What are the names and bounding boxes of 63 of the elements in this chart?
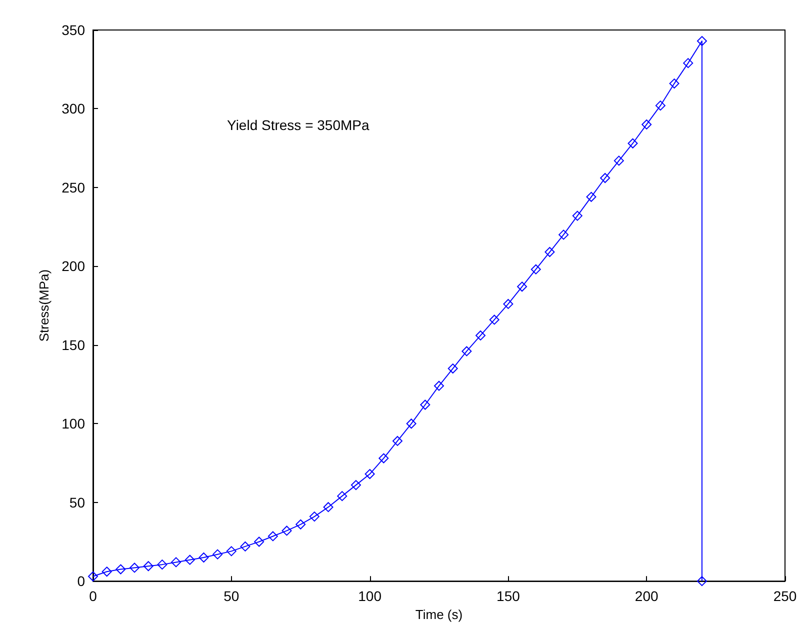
y-tick-label: 300 <box>62 100 86 117</box>
point <box>282 526 292 536</box>
point <box>462 346 472 356</box>
point <box>489 314 500 325</box>
point <box>448 364 458 374</box>
point <box>337 491 348 502</box>
point <box>530 264 541 274</box>
point <box>254 536 264 547</box>
point <box>171 557 182 568</box>
point <box>517 282 528 292</box>
annotation: Yield Stress = 350MPa <box>227 117 370 133</box>
y-tick-label: 150 <box>62 336 86 353</box>
point <box>157 560 168 570</box>
x-tick-label: 150 <box>496 588 520 604</box>
point <box>268 531 278 542</box>
x-axis-title: Time (s) <box>415 607 463 622</box>
point <box>364 469 375 480</box>
point <box>503 298 514 309</box>
x-tick-label: 100 <box>358 588 382 604</box>
point <box>130 562 140 573</box>
point <box>642 119 652 130</box>
x-tick-label: 250 <box>773 588 797 604</box>
point <box>628 138 638 148</box>
point <box>696 576 707 586</box>
point <box>102 566 112 577</box>
y-tick-label: 50 <box>69 494 86 510</box>
point <box>88 571 98 582</box>
point <box>558 230 569 240</box>
point <box>212 549 223 560</box>
y-tick-label: 250 <box>62 179 86 196</box>
point <box>669 78 680 89</box>
point <box>406 418 416 429</box>
point <box>392 436 402 446</box>
point <box>696 36 707 46</box>
y-tick-label: 200 <box>62 258 86 274</box>
point <box>378 453 389 464</box>
y-tick-label: 350 <box>62 22 86 38</box>
point <box>434 380 444 391</box>
point <box>544 247 555 258</box>
point <box>476 330 486 340</box>
x-tick-label: 50 <box>224 588 240 604</box>
x-tick-label: 0 <box>89 588 98 604</box>
y-tick-label: 100 <box>62 416 86 432</box>
x-tick-label: 200 <box>634 588 658 604</box>
point <box>184 554 195 565</box>
point <box>198 552 209 562</box>
point <box>240 541 250 552</box>
point <box>572 210 582 221</box>
point <box>116 564 126 574</box>
point <box>323 502 334 512</box>
point <box>614 156 624 166</box>
point <box>309 512 320 522</box>
point <box>350 480 361 490</box>
point <box>143 561 154 572</box>
point <box>600 173 610 184</box>
y-tick-label: 0 <box>77 573 86 590</box>
point <box>226 546 236 556</box>
point <box>683 58 694 68</box>
point <box>586 192 596 202</box>
point <box>296 519 306 530</box>
y-axis-title: Stress(MPa) <box>36 269 52 342</box>
point <box>420 400 430 410</box>
point <box>655 100 666 111</box>
